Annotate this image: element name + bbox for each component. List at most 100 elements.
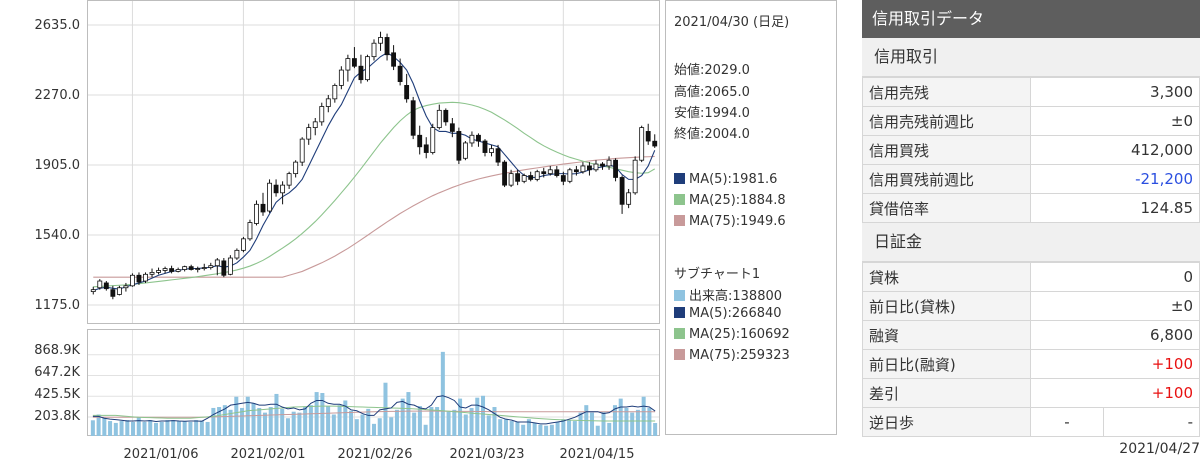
table-row: 融資 6,800 (862, 320, 1200, 350)
legend-ma5: MA(5):1981.6 (674, 172, 777, 187)
volume-bar (360, 414, 365, 436)
candle-up (208, 265, 214, 269)
volume-bar (245, 396, 250, 436)
jsf-table: 貸株 0 前日比(貸株) ±0 融資 6,800 前日比(融資) +100 差引 +100… (862, 262, 1200, 437)
candle-down (404, 85, 410, 100)
ma5-swatch (674, 173, 685, 184)
volume-bar (618, 398, 623, 436)
candle-up (606, 159, 612, 167)
volume-bar (458, 398, 463, 436)
table-row: 信用売残前週比 ±0 (862, 106, 1200, 136)
volume-bar (131, 421, 136, 436)
candle-down (482, 140, 488, 153)
volume-bar (549, 424, 554, 436)
volume-ma5-line (92, 395, 656, 425)
candle-up (365, 56, 370, 81)
volume-bar (119, 421, 124, 436)
volume-bar (171, 420, 176, 436)
volume-bar (194, 420, 199, 436)
candle-up (534, 171, 540, 180)
volume-bar (159, 421, 164, 436)
candle-up (462, 142, 468, 159)
info-open: 始値:2029.0 (674, 63, 750, 78)
volume-bar (96, 414, 101, 436)
candle-up (332, 85, 338, 100)
row-value: 0 (1030, 262, 1200, 292)
table-row: 前日比(融資) +100 (862, 349, 1200, 379)
volume-bar (354, 419, 359, 436)
volume-bar (349, 410, 354, 436)
volume-bar (538, 424, 543, 436)
volume-bar (521, 424, 526, 436)
legend-ma75: MA(75):1949.6 (674, 214, 786, 229)
candle-down (443, 109, 449, 123)
volume-bar (205, 421, 210, 436)
volume-ma25-line (92, 405, 656, 422)
volume-bar (326, 406, 331, 436)
volume-bar (486, 415, 491, 436)
table-row: 信用買残前週比 -21,200 (862, 164, 1200, 194)
table-row: 信用買残 412,000 (862, 135, 1200, 165)
volume-bar (389, 417, 394, 436)
candle-up (325, 98, 331, 107)
candle-down (645, 131, 651, 142)
candle-up (378, 37, 383, 44)
candle-down (587, 165, 592, 171)
vol-ma5-swatch (674, 307, 685, 318)
volume-bar (526, 419, 531, 436)
row-label: 融資 (862, 320, 1031, 350)
date-tick-label: 2021/02/01 (231, 447, 306, 462)
row-label: 信用売残 (862, 77, 1031, 107)
candle-up (280, 184, 286, 194)
volume-bar (182, 421, 187, 436)
volume-bar (136, 417, 141, 436)
candle-down (476, 134, 481, 142)
row-value: -21,200 (1030, 164, 1200, 194)
price-ma75-line (93, 155, 655, 278)
candle-up (338, 69, 344, 86)
row-label: 貸借倍率 (862, 193, 1031, 223)
candle-up (489, 148, 494, 153)
candle-down (560, 175, 566, 182)
row-value: 412,000 (1030, 135, 1200, 165)
volume-bar (153, 422, 158, 436)
volume-bar (297, 412, 302, 436)
legend-volume-label: 出来高:138800 (689, 289, 783, 304)
vol-ma75-swatch (674, 349, 685, 360)
ma25-swatch (674, 194, 685, 205)
volume-bar (148, 420, 153, 436)
price-tick-label: 2635.0 (35, 18, 81, 33)
candle-down (397, 65, 403, 82)
volume-bar (406, 392, 411, 436)
volume-bar (291, 411, 296, 436)
candle-down (103, 282, 109, 290)
candle-up (254, 203, 259, 224)
volume-bar (532, 422, 537, 436)
info-close: 終値:2004.0 (674, 127, 750, 142)
volume-bar (262, 412, 267, 436)
volume-bar (435, 407, 440, 436)
volume-bar (578, 412, 583, 436)
candle-up (567, 169, 573, 182)
price-tick-label: 1175.0 (35, 298, 81, 313)
candle-down (600, 163, 605, 167)
candle-up (195, 268, 201, 270)
volume-bar (481, 395, 486, 436)
volume-plot-frame (87, 329, 660, 436)
candle-up (201, 267, 207, 270)
volume-bar (440, 351, 445, 436)
candle-up (90, 289, 96, 292)
info-low: 安値:1994.0 (674, 106, 750, 121)
volume-bar (199, 420, 204, 436)
candle-down (502, 161, 507, 186)
candle-up (214, 259, 220, 267)
candle-down (273, 184, 279, 194)
date-axis: 2021/01/06 2021/02/01 2021/02/26 2021/03… (124, 447, 635, 462)
candle-up (247, 222, 253, 240)
legend-vol-ma75: MA(75):259323 (674, 348, 790, 363)
candle-up (286, 173, 292, 186)
candle-up (469, 134, 475, 144)
candle-up (123, 285, 129, 289)
volume-bar (331, 414, 336, 436)
volume-bar (251, 403, 256, 436)
